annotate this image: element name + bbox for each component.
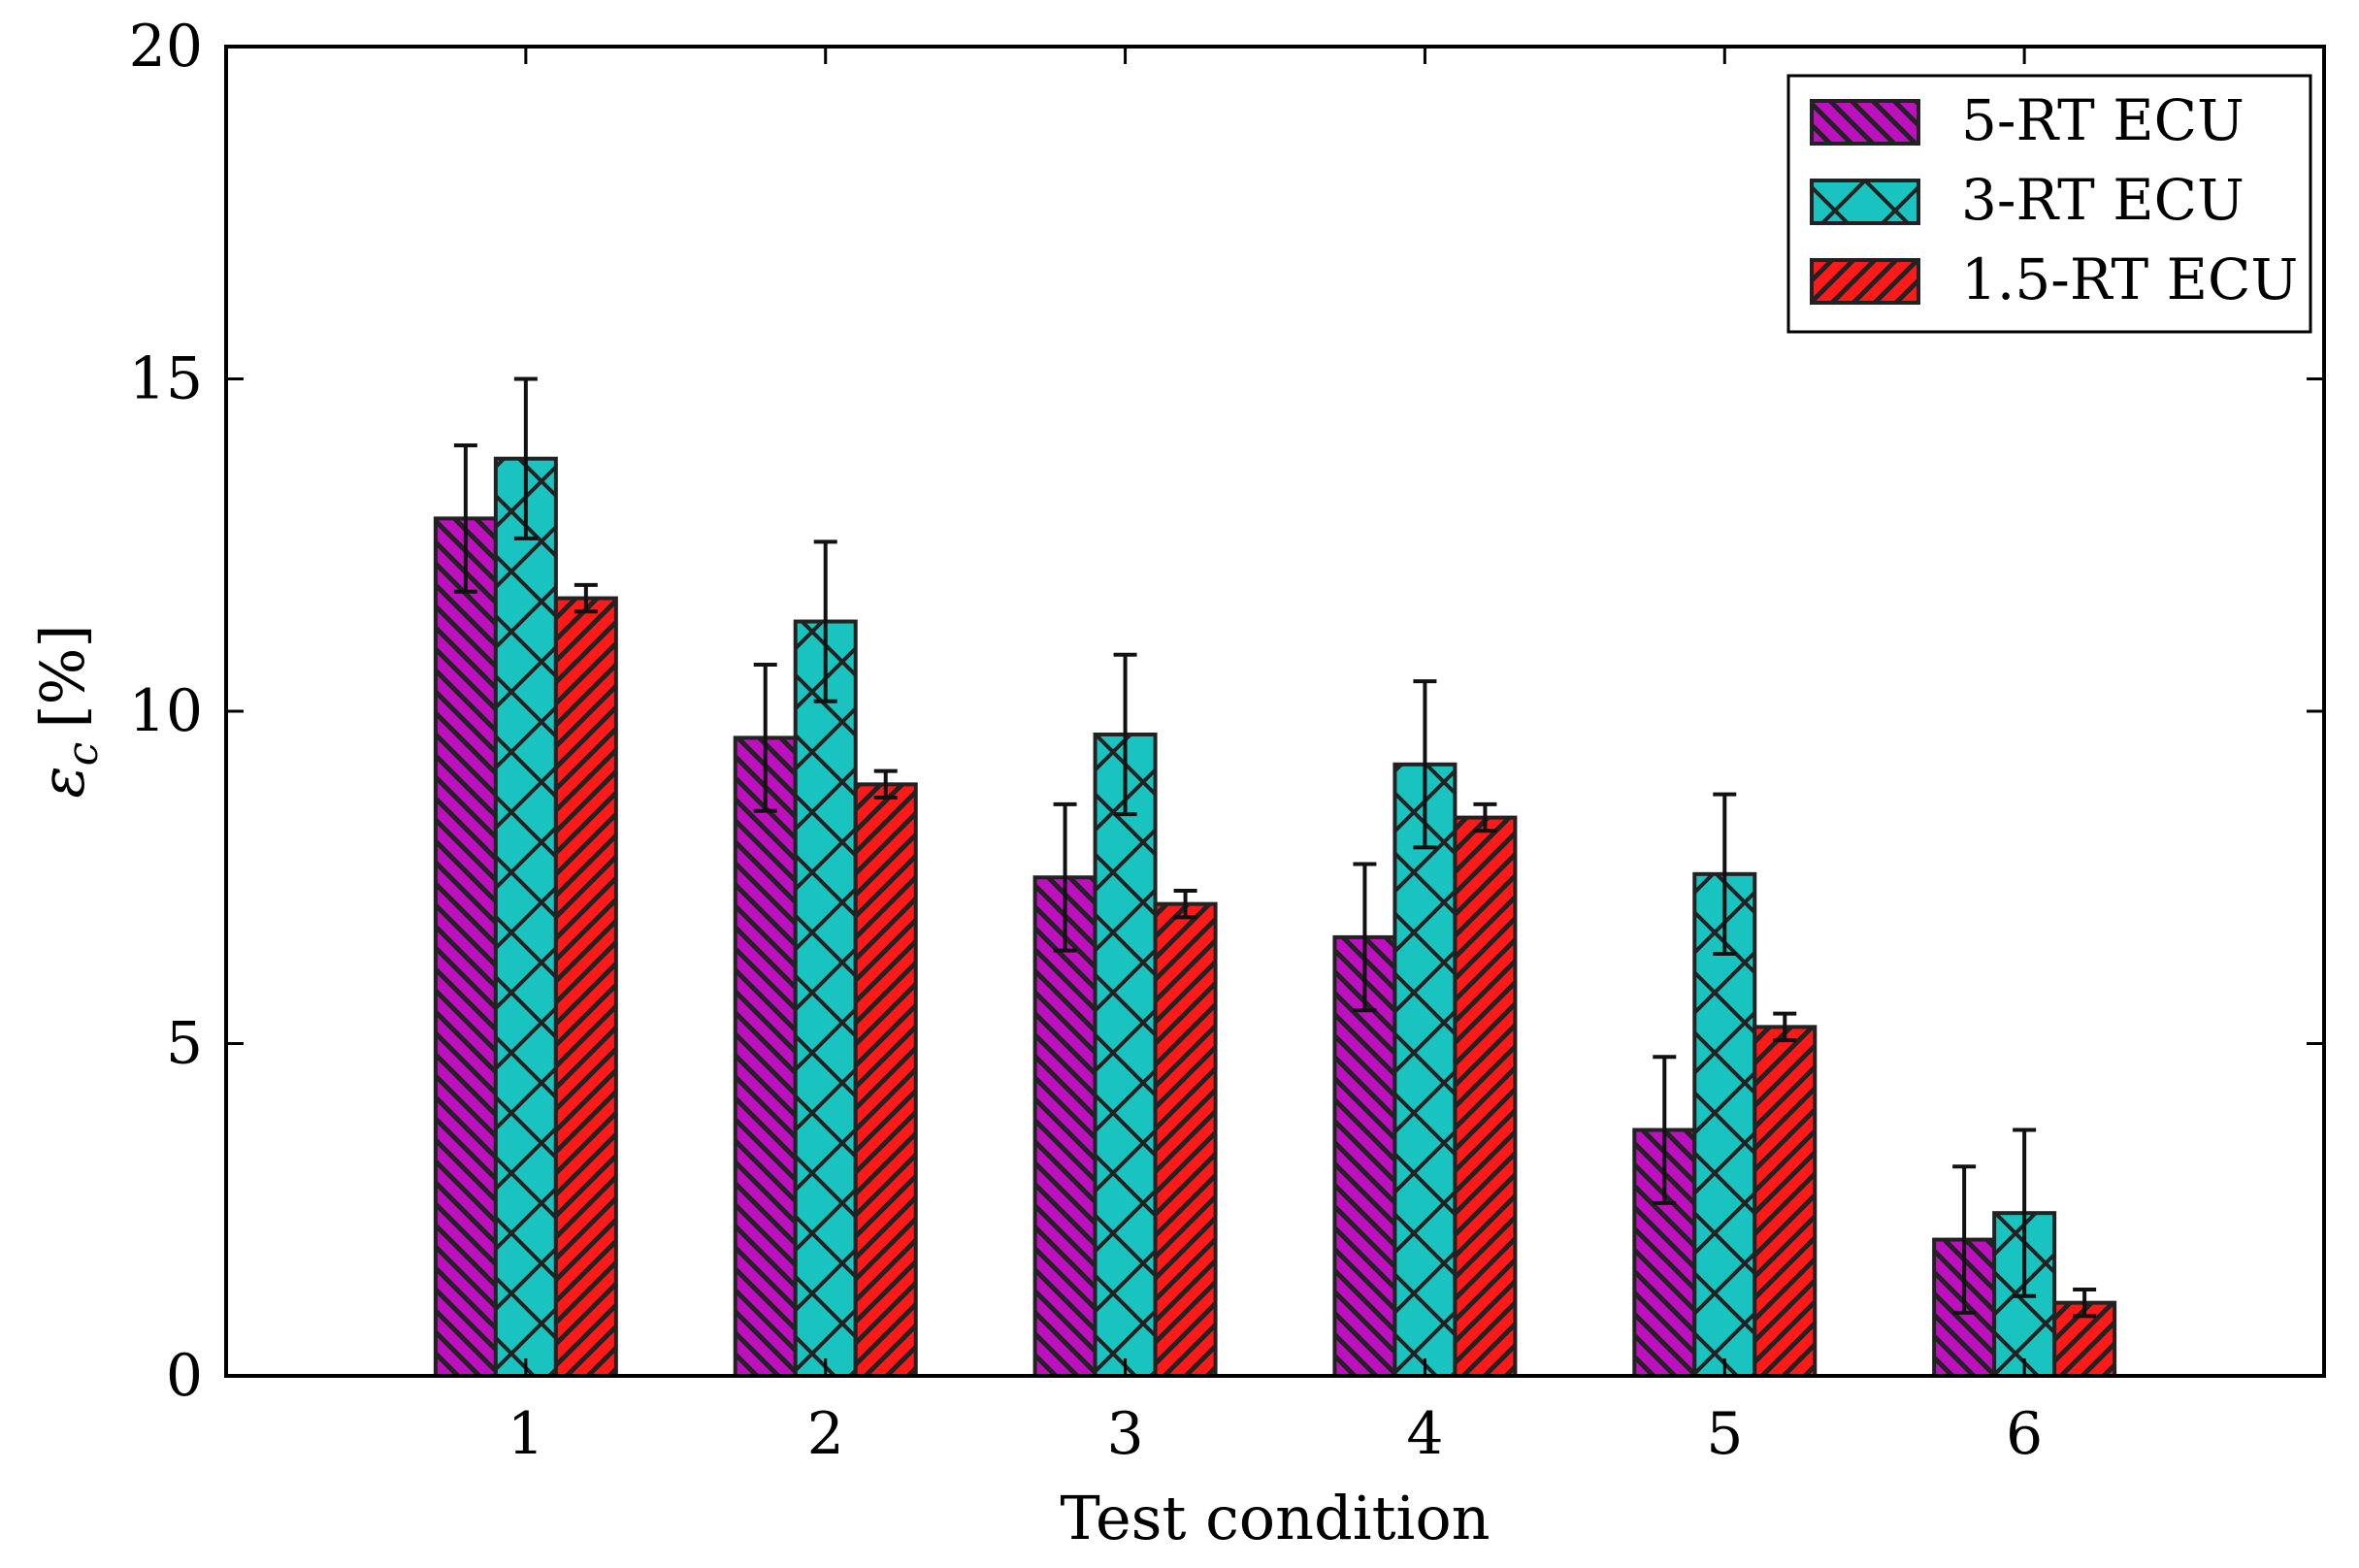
error-bar-3-rt-ecu-cond-1 bbox=[513, 376, 538, 540]
legend-label: 5-RT ECU bbox=[1961, 87, 2244, 153]
x-tick-label: 2 bbox=[807, 1400, 844, 1468]
y-tick-label: 0 bbox=[166, 1342, 203, 1410]
bar-5-rt-ecu-cond-1 bbox=[433, 516, 498, 1378]
error-bar-1-5-rt-ecu-cond-3 bbox=[1173, 888, 1197, 920]
bar-1-5-rt-ecu-cond-5 bbox=[1753, 1025, 1818, 1378]
y-axis-symbol: ε bbox=[27, 766, 98, 798]
bar-5-rt-ecu-cond-3 bbox=[1032, 875, 1098, 1378]
x-tick-label: 1 bbox=[508, 1400, 544, 1468]
bar-3-rt-ecu-cond-4 bbox=[1392, 762, 1458, 1378]
y-axis-subscript: c bbox=[58, 742, 108, 767]
legend-swatch bbox=[1810, 258, 1920, 305]
y-axis-label: εc [%] bbox=[27, 624, 108, 798]
legend: 5-RT ECU 3-RT ECU 1.5-RT ECU bbox=[1786, 74, 2312, 334]
error-bar-1-5-rt-ecu-cond-5 bbox=[1773, 1011, 1797, 1043]
error-bar-3-rt-ecu-cond-2 bbox=[813, 539, 837, 703]
error-bar-1-5-rt-ecu-cond-2 bbox=[873, 768, 898, 800]
error-bar-5-rt-ecu-cond-3 bbox=[1053, 801, 1077, 953]
error-bar-3-rt-ecu-cond-3 bbox=[1113, 652, 1137, 817]
bar-1-5-rt-ecu-cond-4 bbox=[1453, 815, 1518, 1378]
error-bar-3-rt-ecu-cond-6 bbox=[2013, 1127, 2037, 1298]
legend-label: 1.5-RT ECU bbox=[1961, 246, 2298, 312]
y-axis-unit: [%] bbox=[27, 624, 98, 728]
x-axis-label: Test condition bbox=[1060, 1483, 1490, 1553]
legend-item-5-rt-ecu: 5-RT ECU bbox=[1810, 87, 2244, 153]
error-bar-1-5-rt-ecu-cond-4 bbox=[1473, 801, 1497, 833]
legend-item-1-5-rt-ecu: 1.5-RT ECU bbox=[1810, 246, 2298, 312]
legend-swatch bbox=[1810, 99, 1920, 146]
bar-3-rt-ecu-cond-1 bbox=[493, 456, 558, 1378]
x-tick-label: 6 bbox=[2006, 1400, 2043, 1468]
legend-swatch bbox=[1810, 179, 1920, 225]
bar-3-rt-ecu-cond-3 bbox=[1093, 732, 1158, 1378]
error-bar-5-rt-ecu-cond-2 bbox=[753, 663, 777, 813]
error-bar-1-5-rt-ecu-cond-1 bbox=[573, 582, 598, 614]
bar-5-rt-ecu-cond-2 bbox=[733, 735, 798, 1378]
y-tick-label: 20 bbox=[129, 13, 203, 81]
error-bar-5-rt-ecu-cond-1 bbox=[453, 443, 477, 594]
error-bar-5-rt-ecu-cond-6 bbox=[1952, 1164, 1977, 1315]
x-tick-label: 5 bbox=[1706, 1400, 1743, 1468]
x-tick-label: 4 bbox=[1406, 1400, 1443, 1468]
x-tick-label: 3 bbox=[1106, 1400, 1143, 1468]
error-bar-5-rt-ecu-cond-4 bbox=[1353, 862, 1377, 1013]
error-bar-1-5-rt-ecu-cond-6 bbox=[2073, 1287, 2097, 1319]
error-bar-3-rt-ecu-cond-4 bbox=[1413, 679, 1437, 850]
legend-label: 3-RT ECU bbox=[1961, 167, 2244, 233]
bar-1-5-rt-ecu-cond-2 bbox=[853, 782, 918, 1378]
y-tick-label: 5 bbox=[166, 1010, 203, 1078]
bar-3-rt-ecu-cond-2 bbox=[793, 619, 858, 1378]
legend-item-3-rt-ecu: 3-RT ECU bbox=[1810, 167, 2244, 233]
y-tick-label: 10 bbox=[129, 677, 203, 745]
error-bar-3-rt-ecu-cond-5 bbox=[1713, 792, 1737, 957]
bar-1-5-rt-ecu-cond-1 bbox=[553, 596, 618, 1378]
bars-layer bbox=[433, 456, 2117, 1379]
bar-1-5-rt-ecu-cond-3 bbox=[1153, 901, 1218, 1379]
error-bars-layer bbox=[453, 376, 2097, 1319]
ticks-layer: 0 5 10 15 20 1 2 3 4 5 6 bbox=[129, 13, 2324, 1468]
y-tick-label: 15 bbox=[129, 345, 203, 413]
error-bar-5-rt-ecu-cond-5 bbox=[1653, 1055, 1677, 1205]
